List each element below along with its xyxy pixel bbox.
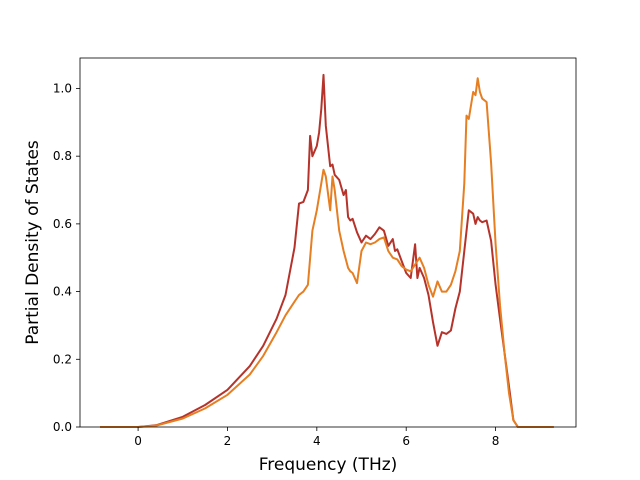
y-tick-label: 0.4: [53, 285, 72, 299]
x-tick-label: 2: [224, 434, 232, 448]
y-axis-label: Partial Density of States: [23, 140, 43, 345]
y-axis-ticks: 0.0 0.2 0.4 0.6 0.8 1.0: [53, 81, 80, 434]
y-tick-label: 0.8: [53, 149, 72, 163]
x-axis-label: Frequency (THz): [259, 455, 398, 475]
series-line-2: [100, 77, 554, 428]
series-line-1: [100, 73, 554, 428]
y-tick-label: 0.2: [53, 352, 72, 366]
x-axis-ticks: 0 2 4 6 8: [134, 427, 499, 448]
x-tick-label: 4: [313, 434, 321, 448]
series-layer: [100, 73, 554, 428]
y-tick-label: 0.0: [53, 420, 72, 434]
plot-frame: [79, 57, 577, 428]
y-tick-label: 1.0: [53, 81, 72, 95]
x-tick-label: 0: [134, 434, 142, 448]
y-tick-label: 0.6: [53, 217, 72, 231]
x-tick-label: 8: [492, 434, 500, 448]
x-tick-label: 6: [402, 434, 410, 448]
